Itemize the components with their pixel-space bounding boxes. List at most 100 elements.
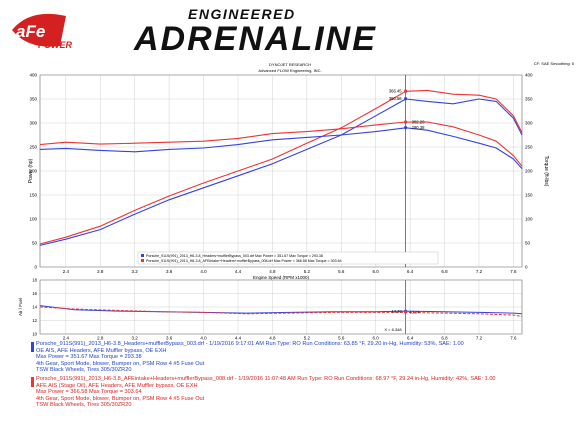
red-af-curve: [39, 306, 523, 317]
y2-tick-label: 150: [525, 193, 533, 198]
af-y-tick-label: 12: [32, 318, 37, 323]
red-annotation-dot: [404, 89, 408, 93]
af-x-tick-label: 7.2: [476, 336, 483, 341]
red-run-line-1: Porsche_911S(991)_2013_H6-3.8_AFEintake+…: [36, 376, 496, 382]
y2-tick-label: 200: [525, 169, 533, 174]
legend-line-1: Porsche_911S(991)_2013_H6-3.8_Headers+mu…: [146, 254, 323, 258]
x-axis-label: Engine Speed (RPM x1000): [253, 275, 310, 280]
blue-run-line-5: TSW Black Wheels, Tires 305/30ZR20: [36, 367, 132, 374]
x-tick-label: 3.2: [132, 269, 139, 274]
x-tick-label: 2.4: [63, 269, 70, 274]
y2-tick-label: 50: [525, 241, 531, 246]
legend-blue-swatch: [141, 254, 144, 257]
af-x-tick-label: 6.4: [407, 336, 414, 341]
y-tick-label: 250: [29, 145, 37, 150]
y2-tick-label: 350: [525, 97, 533, 102]
x-tick-label: 2.8: [97, 269, 104, 274]
legend-box: [137, 251, 439, 265]
blue-annotation-label: 350.56: [389, 96, 402, 101]
x-tick-label: 7.2: [476, 269, 483, 274]
af-y-tick-label: 10: [32, 332, 37, 337]
blue-run-line-2: OE AIS, AFE Headers, AFE Muffler bypass,…: [36, 347, 167, 354]
x-tick-label: 7.6: [510, 269, 517, 274]
red-power-curve: [39, 89, 523, 245]
y2-tick-label: 300: [525, 121, 533, 126]
afe-power-badge: aFe POWER: [12, 13, 73, 50]
y-axis-label: Power (hp): [28, 158, 34, 183]
afe-engineered-adrenaline-logo: aFe POWER ENGINEERED ADRENALINE: [12, 6, 377, 54]
af-x-tick-label: 6.0: [373, 336, 380, 341]
af-x-tick-label: 4.8: [269, 336, 276, 341]
af-x-tick-label: 3.6: [166, 336, 173, 341]
y2-tick-label: 0: [525, 265, 528, 270]
af-x-tick-label: 2.4: [63, 336, 70, 341]
legend-line-2: Porsche_911S(991)_2013_H6-3.8_AFEintake+…: [146, 259, 342, 263]
red-run-line-2: AFE AIS (Stage Oil), AFE Headers, AFE Mu…: [36, 382, 198, 389]
y2-tick-label: 250: [525, 145, 533, 150]
red-run-line-5: TSW Black Wheels, Tires 305/30ZR20: [36, 402, 132, 409]
af-x-tick-label: 4.4: [235, 336, 242, 341]
blue-power-curve: [39, 98, 523, 246]
y-tick-label: 100: [29, 217, 37, 222]
blue-run-line-3: Max Power = 351.67 Max Torque = 293.38: [36, 354, 142, 361]
y-tick-label: 400: [29, 73, 37, 78]
x-tick-label: 4.0: [200, 269, 207, 274]
x-tick-label: 6.4: [407, 269, 414, 274]
x-tick-label: 4.8: [269, 269, 276, 274]
blue-af-annotation-label: 13.38: [392, 309, 403, 314]
af-x-tick-label: 3.2: [132, 336, 139, 341]
af-x-tick-label: 6.8: [441, 336, 448, 341]
power-logo-text: POWER: [38, 40, 73, 50]
y2-tick-label: 400: [525, 73, 533, 78]
x-tick-label: 4.4: [235, 269, 242, 274]
blue-annotation-label: 290.38: [412, 125, 425, 130]
blue-torque-curve: [39, 127, 523, 169]
af-y-axis-label: Air / Fuel: [18, 298, 23, 316]
y-tick-label: 150: [29, 193, 37, 198]
blue-af-curve: [39, 305, 523, 315]
blue-annotation-dot: [404, 97, 408, 101]
y-tick-label: 0: [34, 265, 37, 270]
x-tick-label: 5.6: [338, 269, 345, 274]
af-y-tick-label: 16: [32, 291, 37, 296]
y2-axis-label: Torque (ft-lbs): [543, 156, 549, 187]
red-run-line-4: 4th Gear, Sport Mode, blower, Bumper on,…: [36, 395, 205, 402]
af-x-tick-label: 2.8: [97, 336, 104, 341]
blue-run-swatch: [31, 342, 34, 352]
y2-tick-label: 100: [525, 217, 533, 222]
red-annotation-dot: [404, 120, 408, 124]
red-af-annotation-dot: [404, 310, 408, 314]
af-y-tick-label: 14: [32, 305, 37, 310]
x-tick-label: 6.8: [441, 269, 448, 274]
x-tick-label: 3.6: [166, 269, 173, 274]
blue-run-info: Porsche_911S(991)_2013_H6-3.8_Headers+mu…: [36, 341, 464, 374]
y-tick-label: 350: [29, 97, 37, 102]
brand-engineered-text: ENGINEERED: [188, 6, 296, 22]
af-y-tick-label: 18: [32, 278, 37, 283]
cursor-readout: X = 6.348: [384, 327, 402, 332]
red-annotation-label: 366.45: [389, 89, 402, 94]
y-tick-label: 200: [29, 169, 37, 174]
legend-red-swatch: [141, 259, 144, 262]
af-x-tick-label: 5.6: [338, 336, 345, 341]
red-af-annotation-label: 13.24: [410, 310, 421, 315]
red-torque-curve: [39, 121, 523, 167]
afe-logo-text: aFe: [16, 22, 45, 41]
af-x-tick-label: 7.6: [510, 336, 517, 341]
y-tick-label: 300: [29, 121, 37, 126]
correction-factor-label: CF: SAE Smoothing: 5: [533, 61, 574, 66]
dyno-title: DYNOJET RESEARCH: [269, 62, 311, 67]
y-tick-label: 50: [32, 241, 38, 246]
x-tick-label: 6.0: [373, 269, 380, 274]
x-tick-label: 5.2: [304, 269, 311, 274]
red-run-line-3: Max Power = 366.58 Max Torque = 303.64: [36, 389, 142, 396]
blue-run-line-4: 4th Gear, Sport Mode, blower, Bumper on,…: [36, 360, 205, 367]
dyno-subtitle: Advanced FLOW Engineering, INC.: [258, 68, 322, 73]
blue-annotation-dot: [404, 126, 408, 130]
red-annotation-label: 302.20: [412, 119, 425, 124]
af-x-tick-label: 5.2: [304, 336, 311, 341]
af-x-tick-label: 4.0: [200, 336, 207, 341]
blue-run-line-1: Porsche_911S(991)_2013_H6-3.8_Headers+mu…: [36, 341, 464, 347]
brand-adrenaline-text: ADRENALINE: [133, 20, 377, 54]
